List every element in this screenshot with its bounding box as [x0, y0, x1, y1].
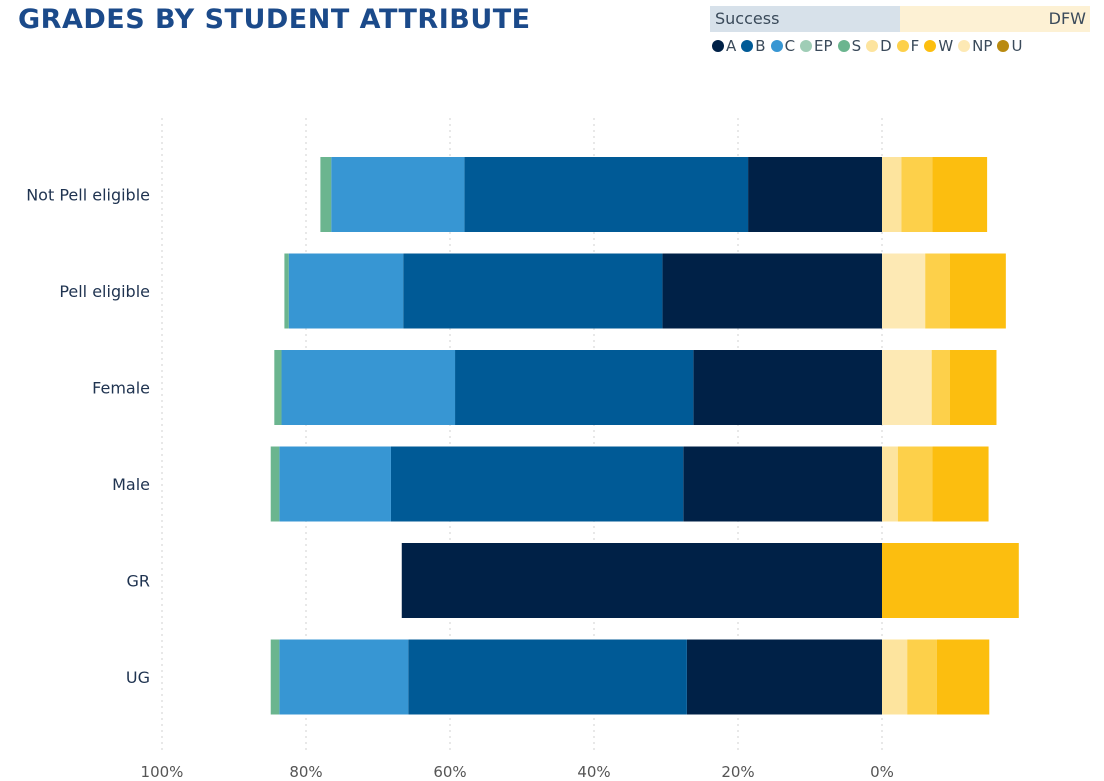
bar-segment-f: [931, 350, 950, 425]
legend-item-d: D: [866, 37, 892, 55]
bar-segment-a: [401, 543, 882, 618]
legend-item-np: NP: [958, 37, 992, 55]
category-label: Female: [92, 379, 150, 398]
bar-segment-a: [662, 253, 882, 329]
x-tick-label: 20%: [721, 763, 754, 781]
bar-segment-a: [686, 639, 882, 715]
bar-segment-w: [932, 446, 989, 522]
legend: A B C EP S D F W NP U: [712, 36, 1102, 56]
bar-segment-s: [320, 157, 332, 232]
category-label: Male: [112, 475, 150, 494]
bar-segment-d: [882, 639, 908, 715]
legend-item-label: A: [726, 37, 737, 55]
bar-segment-b: [464, 157, 749, 232]
legend-swatch: [997, 40, 1010, 52]
legend-item-label: U: [1011, 37, 1023, 55]
x-tick-label: 0%: [870, 763, 894, 781]
bar-segment-d: [882, 157, 902, 232]
legend-item-f: F: [896, 37, 920, 55]
bar-segment-np: [882, 253, 926, 329]
bar-segment-b: [455, 350, 694, 425]
category-label: GR: [126, 572, 150, 591]
legend-item-label: B: [755, 37, 766, 55]
legend-item-label: EP: [814, 37, 833, 55]
bar-segment-w: [882, 543, 1019, 618]
legend-item-label: NP: [972, 37, 993, 55]
legend-dfw-label: DFW: [900, 6, 1090, 32]
legend-item-a: A: [712, 37, 736, 55]
bar-segment-a: [748, 157, 882, 232]
legend-item-w: W: [924, 37, 953, 55]
legend-swatch: [712, 40, 724, 52]
bar-segment-a: [693, 350, 882, 425]
bar-segment-a: [683, 446, 882, 522]
bar-segment-w: [949, 253, 1006, 329]
legend-item-label: W: [938, 37, 954, 55]
bar-segment-w: [932, 157, 988, 232]
legend-swatch: [837, 40, 850, 52]
x-tick-label: 40%: [577, 763, 610, 781]
legend-item-label: D: [880, 37, 892, 55]
bar-segment-c: [331, 157, 465, 232]
legend-swatch: [896, 40, 909, 52]
bar-segment-b: [408, 639, 687, 715]
legend-swatch: [924, 40, 937, 52]
category-label: Pell eligible: [59, 282, 150, 301]
legend-item-c: C: [770, 37, 796, 55]
bar-segment-f: [901, 157, 933, 232]
bar-segment-f: [925, 253, 950, 329]
bar-segment-s: [274, 350, 282, 425]
legend-item-s: S: [837, 37, 862, 55]
bar-segment-f: [897, 446, 933, 522]
bar-segment-w: [936, 639, 990, 715]
category-label: UG: [126, 668, 150, 687]
bar-segment-s: [270, 639, 280, 715]
legend-swatch: [800, 40, 813, 52]
bar-segment-d: [882, 446, 898, 522]
legend-item-b: B: [741, 37, 766, 55]
legend-group-bar: Success DFW: [710, 6, 1090, 32]
x-tick-label: 100%: [141, 763, 184, 781]
bar-segment-s: [284, 253, 289, 329]
bar-segment-c: [281, 350, 456, 425]
bar-segment-c: [279, 639, 409, 715]
legend-swatch: [741, 40, 754, 52]
bar-segment-w: [949, 350, 997, 425]
bar-segment-c: [288, 253, 404, 329]
legend-swatch: [958, 40, 971, 52]
bar-segment-np: [882, 350, 932, 425]
bar-segment-b: [390, 446, 684, 522]
bar-segment-s: [270, 446, 280, 522]
legend-swatch: [866, 40, 879, 52]
bar-segment-b: [403, 253, 663, 329]
chart-title: GRADES BY STUDENT ATTRIBUTE: [18, 4, 531, 35]
legend-item-ep: EP: [800, 37, 833, 55]
legend-swatch: [770, 40, 783, 52]
legend-item-label: F: [910, 37, 920, 55]
x-tick-label: 80%: [289, 763, 322, 781]
legend-item-label: S: [851, 37, 862, 55]
bar-segment-c: [279, 446, 391, 522]
x-tick-label: 60%: [433, 763, 466, 781]
category-label: Not Pell eligible: [26, 186, 150, 205]
bar-segment-f: [907, 639, 937, 715]
legend-item-u: U: [997, 37, 1022, 55]
legend-item-label: C: [784, 37, 796, 55]
legend-success-label: Success: [710, 6, 900, 32]
